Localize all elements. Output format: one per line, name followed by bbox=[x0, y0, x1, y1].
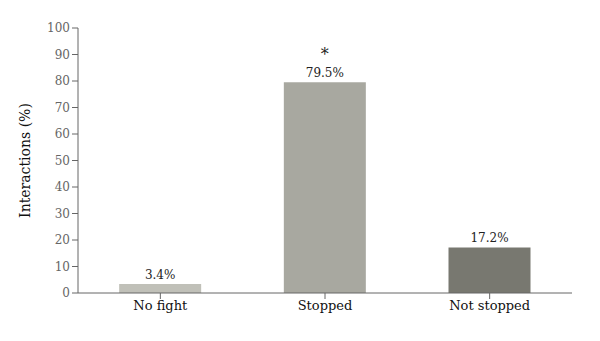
svg-text:*: * bbox=[321, 45, 329, 64]
svg-text:100: 100 bbox=[47, 21, 70, 35]
svg-text:90: 90 bbox=[55, 48, 70, 62]
svg-text:79.5%: 79.5% bbox=[306, 66, 344, 80]
svg-text:70: 70 bbox=[55, 101, 70, 115]
svg-text:Not stopped: Not stopped bbox=[449, 298, 530, 313]
svg-text:10: 10 bbox=[55, 260, 70, 274]
svg-text:17.2%: 17.2% bbox=[470, 231, 508, 245]
svg-text:40: 40 bbox=[55, 180, 70, 194]
svg-text:3.4%: 3.4% bbox=[145, 268, 176, 282]
svg-text:No fight: No fight bbox=[133, 298, 188, 313]
svg-text:30: 30 bbox=[55, 207, 70, 221]
svg-text:50: 50 bbox=[55, 154, 70, 168]
svg-text:20: 20 bbox=[55, 233, 70, 247]
svg-text:Interactions (%): Interactions (%) bbox=[17, 103, 33, 218]
svg-text:80: 80 bbox=[55, 74, 70, 88]
svg-text:Stopped: Stopped bbox=[298, 298, 353, 313]
svg-text:0: 0 bbox=[62, 286, 70, 300]
svg-text:60: 60 bbox=[55, 127, 70, 141]
